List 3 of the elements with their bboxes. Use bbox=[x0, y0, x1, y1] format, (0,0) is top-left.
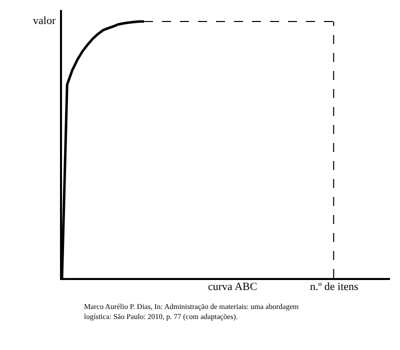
text: n.º de itens bbox=[310, 281, 358, 293]
y-axis-title: valor bbox=[33, 15, 56, 27]
x-axis-title: curva ABC bbox=[208, 281, 258, 293]
